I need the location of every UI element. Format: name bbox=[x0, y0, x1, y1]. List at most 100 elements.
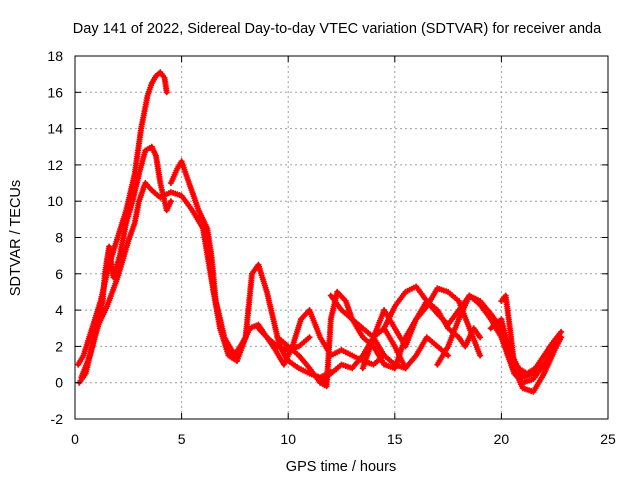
data-point bbox=[160, 190, 164, 194]
data-point bbox=[76, 363, 80, 367]
data-point bbox=[559, 330, 563, 334]
data-point bbox=[297, 354, 301, 357]
data-point bbox=[361, 326, 365, 330]
data-point bbox=[467, 294, 471, 298]
data-point bbox=[105, 305, 109, 308]
data-point bbox=[111, 275, 115, 279]
data-point bbox=[158, 181, 162, 185]
series-track-7 bbox=[274, 288, 409, 390]
data-point bbox=[297, 366, 301, 370]
data-point bbox=[372, 363, 375, 367]
data-point bbox=[325, 384, 329, 388]
data-point bbox=[137, 172, 141, 176]
axis-ticks bbox=[74, 55, 609, 420]
data-point bbox=[308, 308, 311, 312]
data-point bbox=[361, 335, 365, 339]
data-point bbox=[542, 372, 546, 376]
data-point bbox=[197, 208, 201, 212]
data-point bbox=[88, 354, 92, 357]
data-point bbox=[446, 344, 450, 348]
x-tick-label: 5 bbox=[178, 431, 186, 447]
data-point bbox=[329, 317, 333, 321]
data-point bbox=[335, 290, 339, 294]
data-point bbox=[361, 366, 365, 370]
data-point bbox=[457, 299, 461, 303]
data-point bbox=[340, 363, 343, 367]
data-point bbox=[404, 344, 407, 348]
y-tick-label: 2 bbox=[55, 338, 63, 354]
data-point bbox=[180, 159, 184, 163]
data-point bbox=[201, 217, 205, 221]
data-point bbox=[435, 344, 439, 348]
data-point bbox=[271, 317, 275, 321]
data-point bbox=[165, 208, 169, 212]
data-point bbox=[163, 76, 166, 80]
x-tick-label: 15 bbox=[387, 431, 403, 447]
data-point bbox=[531, 377, 535, 381]
data-point bbox=[139, 127, 143, 131]
data-point bbox=[344, 299, 348, 303]
data-point bbox=[265, 290, 269, 294]
data-point bbox=[116, 236, 120, 239]
data-point bbox=[340, 348, 343, 352]
data-point bbox=[212, 290, 216, 294]
x-tick-label: 25 bbox=[600, 431, 616, 447]
data-point bbox=[350, 354, 354, 357]
tick-labels: 0 5 10 15 20 25 -2 0 2 4 6 8 10 12 14 16 18 bbox=[47, 48, 616, 447]
data-point bbox=[278, 344, 282, 348]
data-point bbox=[329, 294, 333, 298]
data-point bbox=[150, 145, 154, 149]
data-point bbox=[190, 190, 194, 194]
data-point bbox=[435, 286, 439, 290]
data-point bbox=[382, 354, 386, 357]
x-tick-label: 10 bbox=[280, 431, 296, 447]
data-point bbox=[273, 348, 277, 352]
data-point bbox=[158, 70, 162, 74]
data-point bbox=[372, 335, 375, 339]
data-point bbox=[276, 335, 279, 339]
y-tick-label: 10 bbox=[47, 193, 63, 209]
data-point bbox=[116, 275, 120, 279]
y-tick-label: -2 bbox=[51, 411, 64, 427]
data-point bbox=[329, 372, 333, 376]
data-point bbox=[489, 317, 493, 321]
data-point bbox=[506, 354, 510, 357]
y-tick-label: 0 bbox=[55, 375, 63, 391]
y-axis-label: SDTVAR / TECUs bbox=[8, 180, 24, 296]
y-tick-label: 8 bbox=[55, 230, 63, 246]
data-point bbox=[446, 290, 450, 294]
data-point bbox=[425, 299, 429, 303]
data-point bbox=[542, 354, 546, 357]
data-point bbox=[489, 326, 493, 330]
data-point bbox=[478, 303, 482, 307]
data-point bbox=[499, 317, 503, 321]
data-point bbox=[542, 363, 546, 367]
data-point bbox=[227, 354, 230, 357]
data-point bbox=[126, 239, 130, 243]
data-point bbox=[184, 172, 188, 176]
data-point bbox=[393, 326, 397, 330]
data-point bbox=[446, 326, 450, 330]
data-point bbox=[265, 335, 269, 339]
data-point bbox=[393, 344, 397, 348]
data-point bbox=[158, 196, 162, 200]
data-point bbox=[107, 245, 111, 249]
data-point bbox=[318, 335, 322, 339]
data-point bbox=[414, 317, 418, 321]
data-point bbox=[169, 190, 173, 194]
data-point bbox=[250, 272, 254, 276]
data-point bbox=[244, 335, 248, 339]
data-point bbox=[414, 354, 418, 357]
data-point bbox=[143, 181, 147, 185]
series-track-5 bbox=[195, 216, 334, 381]
data-point bbox=[361, 354, 365, 357]
data-point bbox=[150, 188, 154, 192]
data-point bbox=[207, 254, 211, 258]
data-point bbox=[131, 199, 135, 203]
data-point bbox=[197, 217, 201, 221]
data-point bbox=[457, 317, 461, 321]
data-point bbox=[175, 167, 179, 170]
series-track-1 bbox=[75, 69, 170, 368]
data-point bbox=[82, 354, 85, 357]
